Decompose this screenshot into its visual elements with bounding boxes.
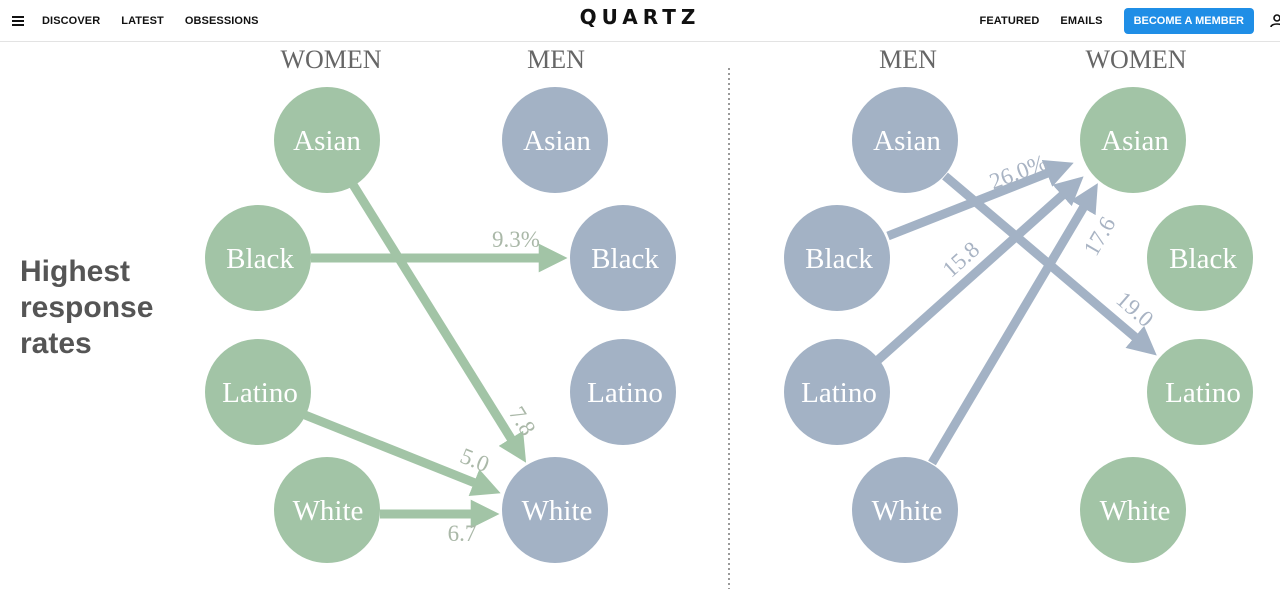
nav-link-latest[interactable]: LATEST — [121, 15, 164, 27]
left-arrow-latino-white — [303, 410, 501, 496]
left-men-white-label: White — [522, 495, 593, 527]
left-label-latino-white: 5.0 — [457, 443, 493, 477]
article-figure: Highest response rates WOMEN MEN MEN WOM… — [0, 43, 1280, 589]
left-women-black-label: Black — [226, 243, 294, 275]
right-arrow-white-asian — [928, 183, 1098, 466]
nav-right-group: FEATURED EMAILS BECOME A MEMBER — [980, 0, 1280, 42]
left-men-black-node — [570, 205, 676, 311]
left-men-nodes — [502, 87, 676, 563]
left-men-latino-label: Latino — [587, 377, 663, 409]
right-men-black-node — [784, 205, 890, 311]
left-women-white-node — [274, 457, 380, 563]
side-label-line-1: Highest — [20, 255, 130, 288]
right-men-white-label: White — [872, 495, 943, 527]
top-navigation-bar: DISCOVER LATEST OBSESSIONS QUARTZ FEATUR… — [0, 0, 1280, 42]
right-women-white-node — [1080, 457, 1186, 563]
nav-link-featured[interactable]: FEATURED — [979, 15, 1040, 27]
become-member-button[interactable]: BECOME A MEMBER — [1123, 8, 1254, 34]
right-label-white-asian: 17.6 — [1079, 213, 1121, 260]
right-arrows — [875, 159, 1157, 466]
left-women-latino-label: Latino — [222, 377, 298, 409]
right-women-asian-label: Asian — [1101, 125, 1169, 157]
side-label-line-3: rates — [20, 327, 92, 360]
left-men-latino-node — [570, 339, 676, 445]
right-header-men: MEN — [879, 45, 937, 74]
right-men-latino-label: Latino — [801, 377, 877, 409]
left-arrow-asian-white — [348, 180, 527, 463]
right-arrow-asian-latino — [942, 172, 1157, 356]
left-header-men: MEN — [527, 45, 585, 74]
right-men-nodes — [784, 87, 958, 563]
left-women-white-label: White — [293, 495, 364, 527]
quartz-logo[interactable]: QUARTZ — [579, 5, 701, 29]
right-men-asian-node — [852, 87, 958, 193]
left-label-white-white: 6.7 — [448, 521, 477, 546]
left-men-white-node — [502, 457, 608, 563]
response-rate-diagram: Highest response rates WOMEN MEN MEN WOM… — [20, 45, 1253, 589]
side-label-line-2: response — [20, 291, 153, 324]
nav-link-discover[interactable]: DISCOVER — [42, 15, 101, 27]
left-women-black-node — [205, 205, 311, 311]
left-men-asian-label: Asian — [523, 125, 591, 157]
nav-left-group: DISCOVER LATEST OBSESSIONS — [12, 0, 280, 42]
right-header-women: WOMEN — [1085, 45, 1186, 74]
left-women-nodes — [205, 87, 380, 563]
right-women-black-node — [1147, 205, 1253, 311]
right-women-latino-label: Latino — [1165, 377, 1241, 409]
left-women-latino-node — [205, 339, 311, 445]
left-arrows — [303, 180, 568, 529]
right-arrow-latino-asian — [875, 176, 1084, 364]
right-women-white-label: White — [1100, 495, 1171, 527]
right-men-white-node — [852, 457, 958, 563]
left-women-asian-label: Asian — [293, 125, 361, 157]
right-women-asian-node — [1080, 87, 1186, 193]
hamburger-menu-icon[interactable] — [12, 16, 24, 26]
right-women-black-label: Black — [1169, 243, 1237, 275]
right-men-black-label: Black — [805, 243, 873, 275]
right-women-nodes — [1080, 87, 1253, 563]
right-women-latino-node — [1147, 339, 1253, 445]
quartz-logo-container: QUARTZ — [0, 5, 1280, 29]
left-header-women: WOMEN — [280, 45, 381, 74]
nav-link-emails[interactable]: EMAILS — [1060, 15, 1103, 27]
right-men-latino-node — [784, 339, 890, 445]
left-women-asian-node — [274, 87, 380, 193]
nav-link-obsessions[interactable]: OBSESSIONS — [184, 15, 259, 27]
user-icon[interactable] — [1270, 14, 1280, 28]
left-men-asian-node — [502, 87, 608, 193]
left-men-black-label: Black — [591, 243, 659, 275]
right-men-asian-label: Asian — [873, 125, 941, 157]
left-label-black-black: 9.3% — [492, 227, 540, 252]
